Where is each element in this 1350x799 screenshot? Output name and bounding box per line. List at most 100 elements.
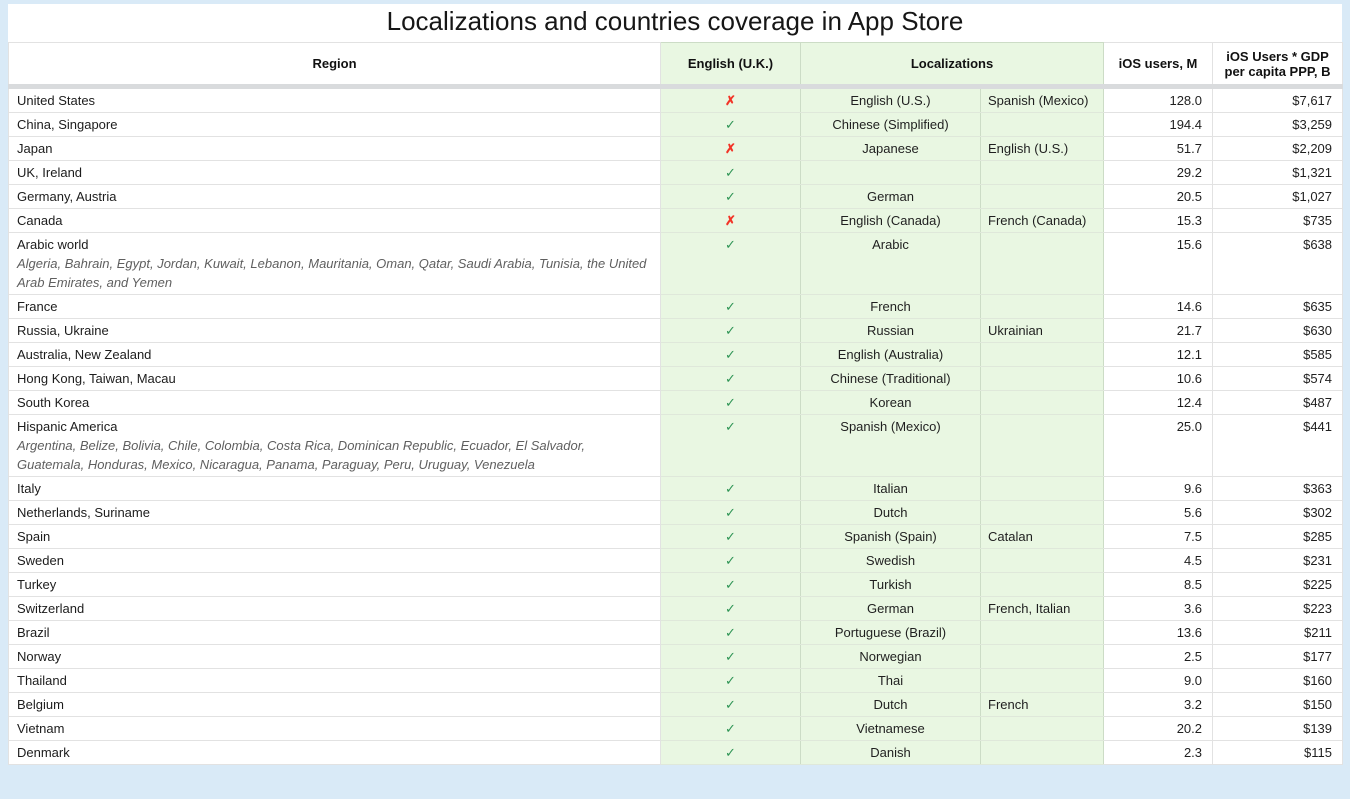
localization-primary-cell: Thai xyxy=(800,668,981,693)
region-name: Germany, Austria xyxy=(17,189,117,204)
gdp-cell: $1,027 xyxy=(1212,184,1344,209)
localization-secondary-cell xyxy=(979,390,1105,415)
localization-secondary-cell xyxy=(979,500,1105,525)
gdp-cell: $638 xyxy=(1212,232,1344,295)
localization-primary-cell: Dutch xyxy=(800,692,981,717)
region-cell: Belgium xyxy=(8,692,661,717)
english-uk-mark-icon: ✓ xyxy=(725,697,736,712)
table-row: Australia, New Zealand ✓ English (Austra… xyxy=(8,342,1344,367)
localization-secondary-cell: French xyxy=(979,692,1105,717)
localization-secondary-cell xyxy=(979,740,1105,765)
region-cell: Brazil xyxy=(8,620,661,645)
localization-primary-cell: Italian xyxy=(800,476,981,501)
localization-primary-cell: French xyxy=(800,294,981,319)
localization-secondary-cell: French, Italian xyxy=(979,596,1105,621)
gdp-cell: $177 xyxy=(1212,644,1344,669)
english-uk-cell: ✗ xyxy=(660,208,801,233)
localization-primary-cell: Russian xyxy=(800,318,981,343)
english-uk-mark-icon: ✓ xyxy=(725,649,736,664)
region-cell: Australia, New Zealand xyxy=(8,342,661,367)
english-uk-mark-icon: ✗ xyxy=(725,93,736,108)
localization-secondary-cell: Spanish (Mexico) xyxy=(979,86,1105,113)
english-uk-cell: ✓ xyxy=(660,476,801,501)
table-row: Norway ✓ Norwegian 2.5 $177 xyxy=(8,644,1344,669)
gdp-cell: $363 xyxy=(1212,476,1344,501)
localization-primary-cell xyxy=(800,160,981,185)
english-uk-mark-icon: ✓ xyxy=(725,745,736,760)
english-uk-mark-icon: ✓ xyxy=(725,371,736,386)
table-row: Belgium ✓ Dutch French 3.2 $150 xyxy=(8,692,1344,717)
ios-users-cell: 12.1 xyxy=(1103,342,1214,367)
localization-primary-cell: Spanish (Mexico) xyxy=(800,414,981,477)
table-row: South Korea ✓ Korean 12.4 $487 xyxy=(8,390,1344,415)
english-uk-cell: ✓ xyxy=(660,692,801,717)
region-name: Australia, New Zealand xyxy=(17,347,152,362)
table-row: Netherlands, Suriname ✓ Dutch 5.6 $302 xyxy=(8,500,1344,525)
english-uk-mark-icon: ✓ xyxy=(725,673,736,688)
localization-secondary-cell xyxy=(979,668,1105,693)
localization-secondary-cell xyxy=(979,548,1105,573)
table-row: Arabic world Algeria, Bahrain, Egypt, Jo… xyxy=(8,232,1344,295)
ios-users-cell: 7.5 xyxy=(1103,524,1214,549)
english-uk-cell: ✓ xyxy=(660,112,801,137)
ios-users-cell: 4.5 xyxy=(1103,548,1214,573)
localization-primary-cell: English (Australia) xyxy=(800,342,981,367)
ios-users-cell: 13.6 xyxy=(1103,620,1214,645)
page-title: Localizations and countries coverage in … xyxy=(386,6,964,36)
gdp-cell: $223 xyxy=(1212,596,1344,621)
localization-secondary-cell: English (U.S.) xyxy=(979,136,1105,161)
column-header-ios-users: iOS users, M xyxy=(1103,42,1214,89)
english-uk-mark-icon: ✓ xyxy=(725,481,736,496)
localization-primary-cell: Arabic xyxy=(800,232,981,295)
table-row: Vietnam ✓ Vietnamese 20.2 $139 xyxy=(8,716,1344,741)
ios-users-cell: 15.6 xyxy=(1103,232,1214,295)
english-uk-mark-icon: ✓ xyxy=(725,237,736,252)
table-row: Turkey ✓ Turkish 8.5 $225 xyxy=(8,572,1344,597)
gdp-cell: $7,617 xyxy=(1212,86,1344,113)
ios-users-cell: 194.4 xyxy=(1103,112,1214,137)
localization-secondary-cell xyxy=(979,716,1105,741)
region-name: Vietnam xyxy=(17,721,65,736)
english-uk-cell: ✓ xyxy=(660,184,801,209)
region-name: United States xyxy=(17,93,96,108)
region-cell: France xyxy=(8,294,661,319)
region-cell: Sweden xyxy=(8,548,661,573)
region-cell: Italy xyxy=(8,476,661,501)
table-row: Thailand ✓ Thai 9.0 $160 xyxy=(8,668,1344,693)
gdp-cell: $574 xyxy=(1212,366,1344,391)
table-row: Brazil ✓ Portuguese (Brazil) 13.6 $211 xyxy=(8,620,1344,645)
english-uk-cell: ✓ xyxy=(660,740,801,765)
english-uk-mark-icon: ✗ xyxy=(725,213,736,228)
region-name: South Korea xyxy=(17,395,90,410)
gdp-cell: $441 xyxy=(1212,414,1344,477)
gdp-cell: $302 xyxy=(1212,500,1344,525)
region-cell: United States xyxy=(8,86,661,113)
english-uk-mark-icon: ✗ xyxy=(725,141,736,156)
gdp-cell: $487 xyxy=(1212,390,1344,415)
localization-primary-cell: Danish xyxy=(800,740,981,765)
gdp-cell: $225 xyxy=(1212,572,1344,597)
region-cell: Canada xyxy=(8,208,661,233)
ios-users-cell: 20.2 xyxy=(1103,716,1214,741)
region-cell: Turkey xyxy=(8,572,661,597)
gdp-cell: $160 xyxy=(1212,668,1344,693)
english-uk-mark-icon: ✓ xyxy=(725,347,736,362)
region-cell: Spain xyxy=(8,524,661,549)
localization-primary-cell: Spanish (Spain) xyxy=(800,524,981,549)
region-cell: Switzerland xyxy=(8,596,661,621)
localization-primary-cell: German xyxy=(800,184,981,209)
region-name: Japan xyxy=(17,141,53,156)
region-name: Netherlands, Suriname xyxy=(17,505,150,520)
region-name: France xyxy=(17,299,58,314)
gdp-cell: $1,321 xyxy=(1212,160,1344,185)
ios-users-cell: 5.6 xyxy=(1103,500,1214,525)
english-uk-cell: ✗ xyxy=(660,136,801,161)
region-name: Sweden xyxy=(17,553,64,568)
localization-secondary-cell: Ukrainian xyxy=(979,318,1105,343)
region-cell: South Korea xyxy=(8,390,661,415)
localization-secondary-cell xyxy=(979,644,1105,669)
english-uk-mark-icon: ✓ xyxy=(725,395,736,410)
english-uk-mark-icon: ✓ xyxy=(725,625,736,640)
region-country-list: Argentina, Belize, Bolivia, Chile, Colom… xyxy=(17,438,585,472)
localization-secondary-cell xyxy=(979,414,1105,477)
